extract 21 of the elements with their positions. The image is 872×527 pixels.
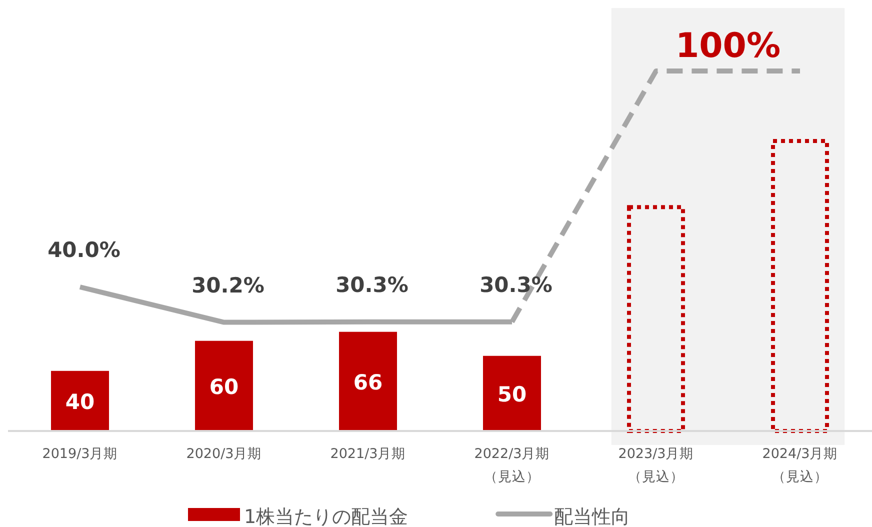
x-tick-label: 2024/3月期（見込） bbox=[762, 446, 838, 485]
x-tick-label: 2022/3月期（見込） bbox=[474, 446, 550, 485]
data-label: 60 bbox=[209, 374, 239, 399]
bar bbox=[51, 370, 109, 431]
data-label: 30.3% bbox=[336, 272, 408, 297]
x-tick-label: 2020/3月期 bbox=[186, 446, 262, 462]
x-tick-label: 2019/3月期 bbox=[42, 446, 118, 462]
data-label: 30.3% bbox=[480, 272, 552, 297]
x-tick-label: 2021/3月期 bbox=[330, 446, 406, 462]
data-label: 40 bbox=[65, 390, 95, 414]
data-label: 100% bbox=[675, 26, 781, 66]
data-label: 66 bbox=[353, 370, 383, 394]
data-label: 50 bbox=[497, 382, 527, 406]
data-label: 40.0% bbox=[48, 238, 120, 262]
bar bbox=[483, 356, 541, 431]
legend-label: 配当性向 bbox=[554, 506, 630, 527]
bar bbox=[339, 332, 397, 431]
x-tick-label: 2023/3月期（見込） bbox=[618, 446, 694, 485]
legend-label: 1株当たりの配当金 bbox=[244, 506, 408, 527]
data-label: 30.2% bbox=[192, 273, 264, 298]
bar bbox=[195, 340, 253, 431]
